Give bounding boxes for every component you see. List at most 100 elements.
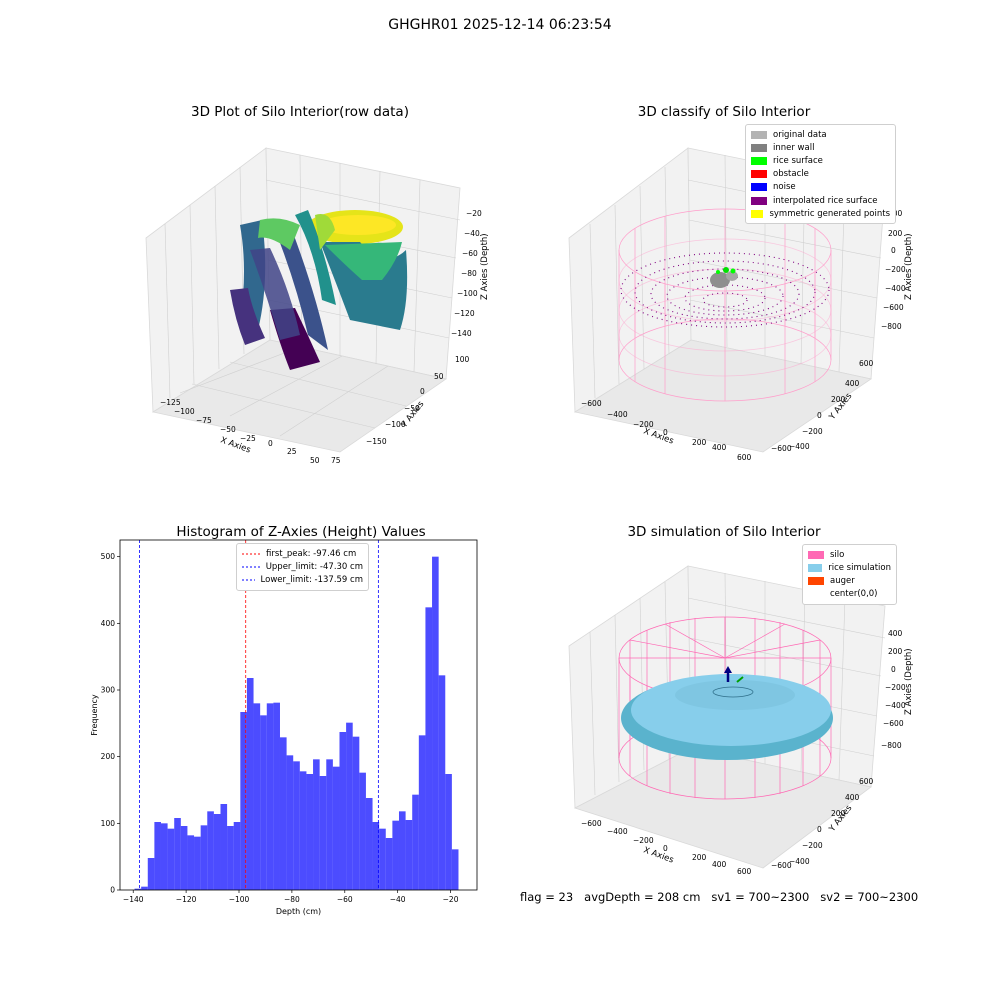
svg-text:0: 0 [663,428,668,437]
svg-text:0: 0 [663,844,668,853]
svg-text:0: 0 [268,439,273,448]
svg-text:−150: −150 [366,437,387,446]
svg-text:200: 200 [831,809,846,818]
svg-text:−100: −100 [385,420,406,429]
histogram-bar [379,828,386,890]
svg-text:−400: −400 [607,827,628,836]
svg-text:600: 600 [737,867,752,876]
histogram-bar [418,735,426,890]
svg-text:−400: −400 [885,701,906,710]
svg-text:400: 400 [712,443,727,452]
histogram-bar [253,703,261,890]
flag-value: flag = 23 [520,890,574,904]
histogram-x-ticks: −140 −120 −100 −80 −60 −40 −20 [123,890,459,904]
histogram-bar [286,755,294,890]
svg-text:600: 600 [859,359,874,368]
histogram-bar [207,811,214,890]
svg-text:−80: −80 [461,269,477,278]
legend-swatch [808,550,824,559]
y-tick-label: 200 [101,752,116,761]
svg-text:0: 0 [420,387,425,396]
classify-panel-title: 3D classify of Silo Interior [637,104,811,120]
histogram-bar [432,556,439,890]
svg-text:200: 200 [888,647,903,656]
svg-text:200: 200 [831,395,846,404]
legend-swatch [751,143,767,152]
classify-silo-wireframe [618,208,832,402]
svg-text:−200: −200 [802,841,823,850]
svg-text:−200: −200 [885,265,906,274]
histogram-bar [194,836,201,890]
raw-zlabel: Z Axies (Depth) [480,233,490,300]
x-tick-label: −100 [229,895,250,904]
histogram-bar [220,804,228,890]
y-tick-label: 500 [101,552,116,561]
histogram-bar [326,759,333,890]
avg-depth-value: avgDepth = 208 cm [584,890,701,904]
histogram-frame [119,539,478,891]
legend-entry: original data [751,128,890,141]
simulation-3d-plot: −600 −400 −200 0 200 400 600 600 400 200… [568,565,914,876]
histogram-bar [147,858,155,890]
x-tick-label: −120 [176,895,197,904]
legend-entry: first_peak: -97.46 cm [242,547,363,560]
svg-text:−600: −600 [883,303,904,312]
svg-text:−50: −50 [220,425,236,434]
legend-swatch [751,156,767,165]
legend-entry: inner wall [751,141,890,154]
figure-suptitle: GHGHR01 2025-12-14 06:23:54 [388,17,612,33]
y-tick-label: 100 [101,819,116,828]
svg-text:200: 200 [692,438,707,447]
histogram-legend: first_peak: -97.46 cm Upper_limit: -47.3… [236,543,369,591]
legend-entry: noise [751,181,890,194]
histogram-title: Histogram of Z-Axies (Height) Values [176,524,426,540]
histogram-bar [187,835,195,890]
histogram-bar [299,771,307,890]
classify-zlabel: Z Axies (Depth) [904,233,914,300]
svg-text:0: 0 [891,665,896,674]
classify-axis-ticks: −600 −400 −200 0 200 400 600 600 400 200… [581,209,906,462]
simulation-zlabel: Z Axies (Depth) [904,648,914,715]
histogram-bar [227,826,234,890]
legend-line-swatch [242,553,260,555]
raw-3d-gridlines [164,154,461,437]
legend-entry: rice simulation [808,561,891,574]
svg-text:−400: −400 [789,857,810,866]
svg-text:200: 200 [888,229,903,238]
svg-text:400: 400 [845,379,860,388]
svg-text:−200: −200 [885,683,906,692]
x-tick-label: −20 [443,895,459,904]
histogram-bar [445,774,452,890]
histogram-y-ticks: 0 100 200 300 400 500 [101,552,120,895]
histogram-bar [180,826,188,890]
svg-text:−100: −100 [174,407,195,416]
classify-original-points [710,267,738,288]
svg-text:−120: −120 [454,309,475,318]
histogram-ylabel: Frequency [90,694,99,736]
legend-entry: silo [808,548,891,561]
legend-swatch [751,130,767,139]
legend-swatch [751,183,767,192]
x-tick-label: −80 [284,895,300,904]
histogram-bar [233,822,241,890]
legend-swatch [808,590,824,599]
histogram-bars [134,556,459,890]
svg-text:25: 25 [287,447,297,456]
legend-entry: Upper_limit: -47.30 cm [242,560,363,573]
svg-text:400: 400 [888,629,903,638]
histogram-bar [425,607,433,890]
classify-3d-axes-box [568,147,886,453]
histogram-bar [160,823,168,890]
svg-text:−20: −20 [466,209,482,218]
histogram-bar [306,774,314,890]
svg-text:−400: −400 [607,410,628,419]
histogram-bar [174,818,181,890]
simulation-axis-ticks: −600 −400 −200 0 200 400 600 600 400 200… [581,629,906,876]
svg-text:−400: −400 [789,442,810,451]
svg-text:−75: −75 [196,416,212,425]
status-line: flag = 23 avgDepth = 208 cm sv1 = 700~23… [520,890,918,904]
simulation-legend: silo rice simulation auger center(0,0) [802,544,897,605]
y-tick-label: 300 [101,686,116,695]
legend-entry: rice surface [751,154,890,167]
simulation-xlabel: X Axies [642,845,675,865]
